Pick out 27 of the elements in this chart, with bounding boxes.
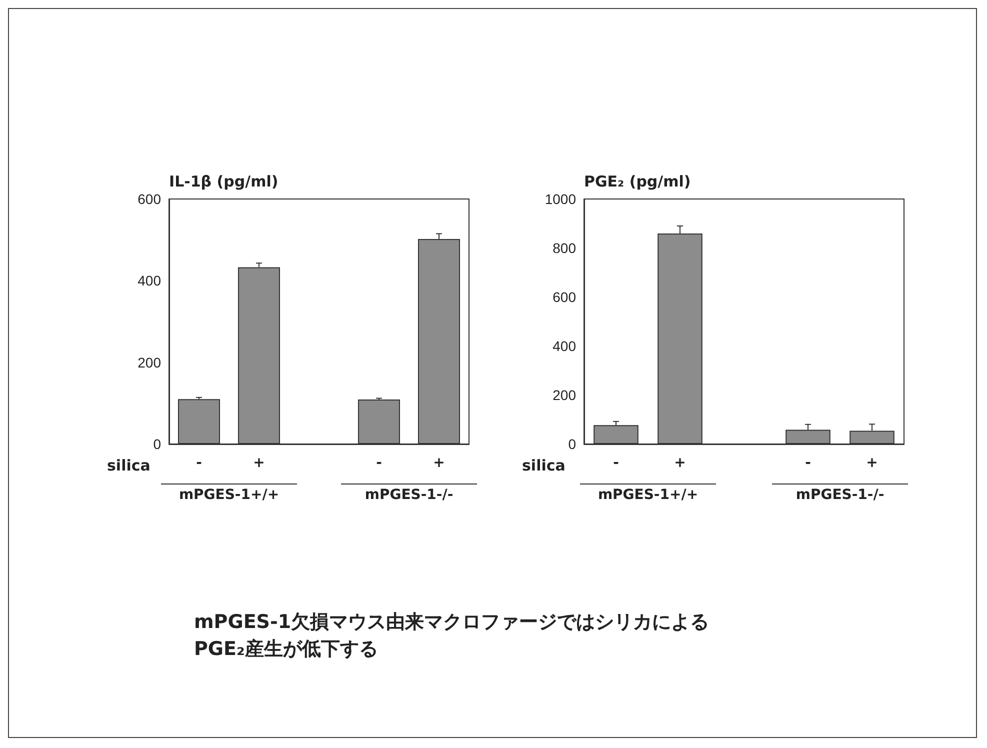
x-tick-label: + xyxy=(866,455,878,471)
x-tick-label: - xyxy=(805,455,812,471)
y-tick-label: 400 xyxy=(138,272,162,289)
y-tick-label: 600 xyxy=(138,191,162,207)
x-tick-label: + xyxy=(674,455,686,471)
text: mPGES-1-/- xyxy=(364,487,454,503)
x-tick-label: - xyxy=(196,455,202,471)
x-tick-label: + xyxy=(253,455,265,471)
x-tick-label: + xyxy=(433,455,445,471)
y-axis-title: IL-1β (pg/ml) xyxy=(169,172,278,190)
text: mPGES-1欠損マウス由来マクロファージではシリカによるPGE₂産生が低下する xyxy=(194,610,710,662)
y-tick-label: 0 xyxy=(568,436,576,452)
text: mPGES-1-/- xyxy=(796,487,884,503)
x-tick-label: - xyxy=(613,455,620,471)
text: mPGES-1+/+ xyxy=(178,487,280,503)
y-tick-label: 400 xyxy=(552,338,576,354)
y-tick-label: 200 xyxy=(552,387,576,403)
y-tick-label: 600 xyxy=(552,289,576,305)
y-axis-title: PGE₂ (pg/ml) xyxy=(584,172,691,190)
y-tick-label: 0 xyxy=(153,436,162,452)
text: mPGES-1+/+ xyxy=(598,487,698,503)
y-tick-label: 800 xyxy=(552,240,576,256)
y-tick-label: 1000 xyxy=(544,191,576,207)
x-tick-label: - xyxy=(376,455,382,471)
y-tick-label: 200 xyxy=(138,354,162,370)
text: silica xyxy=(107,456,150,474)
text: silica xyxy=(522,456,566,474)
